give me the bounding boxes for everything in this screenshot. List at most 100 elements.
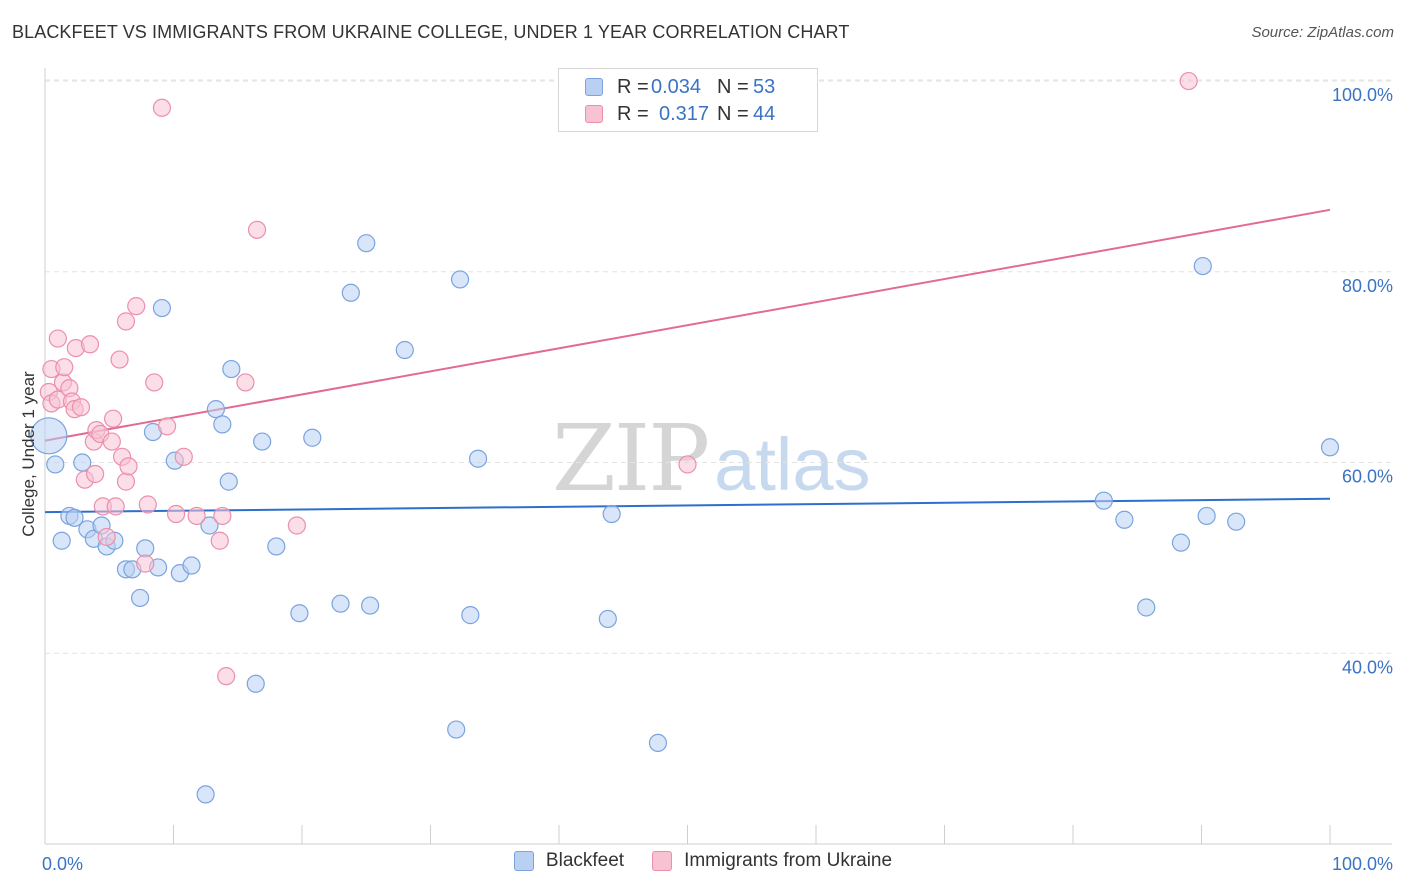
point-blackfeet <box>450 270 470 289</box>
series-legend-blackfeet: Blackfeet <box>513 850 625 872</box>
point-blackfeet <box>152 298 172 318</box>
y-tick-label: 80.0% <box>1342 276 1393 296</box>
y-tick-label: 60.0% <box>1342 467 1393 487</box>
watermark: ZIPatlas <box>552 405 870 512</box>
trendline-ukraine <box>44 208 1331 442</box>
point-blackfeet <box>130 588 150 608</box>
point-ukraine <box>138 495 157 514</box>
y-axis-label: College, Under 1 year <box>19 371 38 537</box>
tick-labels: 40.0% 60.0% 80.0% 100.0% 0.0% 100.0% <box>42 85 1393 874</box>
point-blackfeet <box>46 455 65 474</box>
point-ukraine <box>104 409 123 428</box>
gridlines <box>45 79 1392 654</box>
point-blackfeet <box>219 472 238 491</box>
series-swatch-blackfeet <box>513 851 534 871</box>
point-ukraine <box>1179 71 1198 91</box>
legend-n-value: 53 <box>753 75 776 98</box>
point-ukraine <box>48 329 67 348</box>
legend-n-label: N = <box>717 75 749 98</box>
source-label: Source: ZipAtlas.com <box>1251 24 1394 41</box>
point-blackfeet <box>1320 438 1340 457</box>
point-ukraine <box>116 472 136 491</box>
point-ukraine <box>86 464 105 484</box>
legend-r-value: 0.317 <box>659 102 710 125</box>
point-ukraine <box>110 350 129 369</box>
point-ukraine <box>187 506 206 526</box>
point-blackfeet <box>30 417 68 455</box>
point-blackfeet <box>1227 512 1246 531</box>
x-tick-label: 100.0% <box>1332 854 1393 874</box>
point-blackfeet <box>1094 491 1113 510</box>
data-points <box>30 71 1340 804</box>
point-blackfeet <box>196 785 215 804</box>
point-blackfeet <box>52 531 71 550</box>
point-ukraine <box>157 417 177 436</box>
point-blackfeet <box>1197 506 1216 526</box>
legend-n-value: 44 <box>753 102 776 125</box>
point-ukraine <box>127 297 146 316</box>
point-blackfeet <box>200 516 219 535</box>
legend-r-label: R = <box>617 102 649 125</box>
point-blackfeet <box>1193 256 1212 276</box>
watermark-atlas: atlas <box>714 423 871 506</box>
point-ukraine <box>136 554 155 573</box>
point-blackfeet <box>395 340 414 360</box>
series-legend-ukraine: Immigrants from Ukraine <box>652 850 892 872</box>
point-ukraine <box>247 220 267 239</box>
point-blackfeet <box>447 720 466 739</box>
point-blackfeet <box>1137 598 1156 617</box>
point-blackfeet <box>357 234 376 253</box>
point-blackfeet <box>222 359 241 379</box>
point-blackfeet <box>461 606 480 625</box>
point-blackfeet <box>361 596 380 615</box>
series-label-ukraine: Immigrants from Ukraine <box>684 850 893 871</box>
point-ukraine <box>145 373 164 392</box>
legend-swatch-ukraine <box>585 105 603 123</box>
point-blackfeet <box>267 537 286 556</box>
point-ukraine <box>80 335 100 354</box>
point-ukraine <box>678 455 697 474</box>
point-blackfeet <box>290 604 309 623</box>
point-ukraine <box>166 504 186 524</box>
point-blackfeet <box>1171 533 1191 552</box>
point-blackfeet <box>1115 510 1134 529</box>
point-ukraine <box>106 497 125 516</box>
legend-n-label: N = <box>717 102 749 125</box>
legend-r-label: R = <box>617 75 649 98</box>
point-ukraine <box>102 432 121 451</box>
point-ukraine <box>97 527 116 547</box>
point-ukraine <box>210 531 229 550</box>
point-blackfeet <box>602 504 621 524</box>
point-ukraine <box>55 358 74 377</box>
point-blackfeet <box>213 415 232 434</box>
series-legend: Blackfeet Immigrants from Ukraine <box>0 850 1406 872</box>
legend-r-value: 0.034 <box>651 75 702 98</box>
axes <box>44 68 1392 845</box>
point-blackfeet <box>341 283 360 302</box>
point-blackfeet <box>206 400 226 419</box>
point-blackfeet <box>648 733 668 753</box>
y-tick-label: 100.0% <box>1332 85 1393 105</box>
point-ukraine <box>116 312 136 331</box>
point-blackfeet <box>136 539 155 558</box>
x-tick-label: 0.0% <box>42 854 83 874</box>
trendline-blackfeet <box>44 497 1331 514</box>
point-blackfeet <box>331 594 350 613</box>
point-ukraine <box>152 98 172 117</box>
point-ukraine <box>213 506 232 526</box>
point-blackfeet <box>65 508 84 527</box>
point-ukraine <box>71 398 91 417</box>
legend-swatch-blackfeet <box>585 78 603 96</box>
chart-title: BLACKFEET VS IMMIGRANTS FROM UKRAINE COL… <box>12 22 850 42</box>
point-ukraine <box>174 447 193 466</box>
legend-row-blackfeet: R = 0.034 N = 53 <box>585 74 775 100</box>
series-label-blackfeet: Blackfeet <box>545 850 625 871</box>
trendlines <box>44 208 1331 514</box>
point-ukraine <box>217 667 236 686</box>
point-blackfeet <box>598 609 617 629</box>
correlation-legend: R = 0.034 N = 53 R = 0.317 N = 44 <box>558 68 818 132</box>
legend-row-ukraine: R = 0.317 N = 44 <box>585 101 775 127</box>
y-tick-label: 40.0% <box>1342 657 1393 677</box>
point-blackfeet <box>246 674 265 693</box>
